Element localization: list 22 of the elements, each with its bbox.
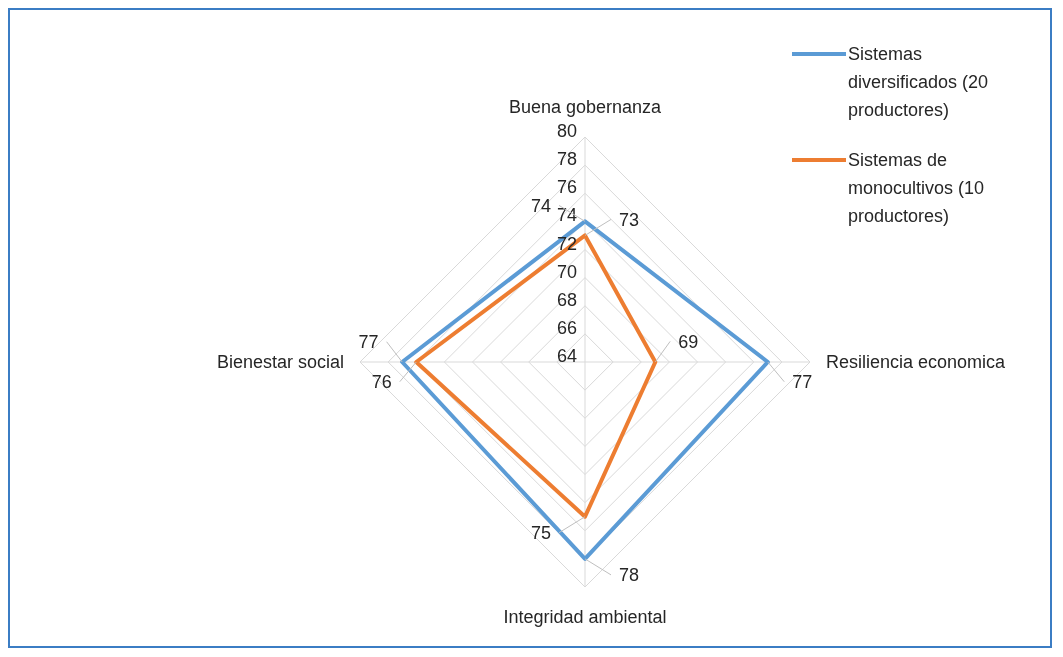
data-label: 77 (358, 332, 379, 353)
spoke-label: Buena gobernanza (508, 97, 663, 118)
data-label: 73 (619, 209, 640, 230)
y-tick-label: 64 (556, 346, 577, 366)
legend-label: Sistemas de monocultivos (10 productores) (848, 149, 986, 228)
data-label: 69 (678, 331, 699, 352)
spoke-label: Bienestar social (216, 352, 344, 373)
data-label: 75 (530, 522, 551, 543)
y-tick-label: 66 (556, 317, 577, 338)
y-tick-label: 68 (556, 289, 577, 310)
data-label: 76 (371, 372, 392, 393)
data-label: 74 (530, 195, 551, 216)
spoke-label: Resiliencia economica (826, 352, 1007, 373)
spoke-label: Integridad ambiental (503, 607, 667, 628)
y-tick-label: 74 (556, 205, 577, 226)
y-tick-label: 80 (556, 121, 577, 141)
y-tick-label: 70 (556, 261, 577, 282)
data-label: 78 (619, 565, 640, 586)
data-label: 77 (792, 372, 813, 393)
y-tick-label: 78 (556, 149, 577, 170)
y-tick-label: 76 (556, 177, 577, 198)
legend-label: Sistemas diversificados (20 productores) (848, 43, 990, 122)
